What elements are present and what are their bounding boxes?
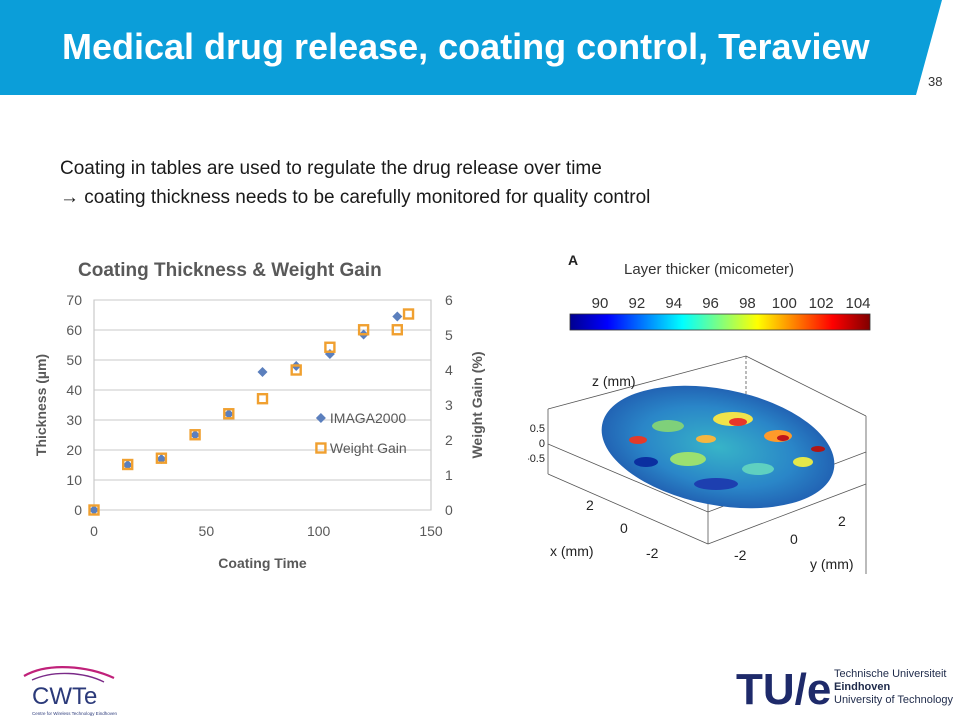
x-axis-label-3d: x (mm) (550, 543, 594, 559)
y-tick-label: 10 (66, 472, 82, 488)
thickness-map-figure: A Layer thicker (micometer) 90 92 94 96 98 10… (526, 244, 890, 584)
y-tick: -2 (734, 547, 747, 563)
y2-tick-label: 3 (445, 397, 453, 413)
tue-line-3: University of Technology (834, 694, 954, 706)
body-line-2: → coating thickness needs to be carefull… (60, 187, 651, 208)
chart-legend: IMAGA2000 Weight Gain (315, 410, 407, 456)
colorbar-tick-label: 104 (845, 295, 870, 312)
z-tick: 0.5 (530, 423, 545, 435)
tue-wordmark: Technische Universiteit Eindhoven Univer… (834, 668, 953, 707)
tue-mark: TU/e (736, 665, 831, 710)
y-tick: 2 (838, 513, 846, 529)
imaga-point (122, 460, 133, 470)
y2-tick-label: 0 (445, 502, 453, 518)
y-tick-label: 30 (66, 412, 82, 428)
slide-title: Medical drug release, coating control, T… (62, 26, 870, 67)
legend-marker-weight (315, 442, 327, 454)
thickness-disk (601, 385, 835, 509)
x-tick: 0 (620, 520, 628, 536)
x-tick-label: 100 (307, 523, 331, 539)
weight-gain-point (256, 392, 269, 405)
body-line-1: Coating in tables are used to regulate t… (60, 158, 602, 179)
y2-tick-label: 1 (445, 467, 453, 483)
weight-gain-point (189, 429, 201, 441)
y2-tick-label: 4 (445, 362, 453, 378)
imaga-point (190, 430, 201, 440)
y2-axis-label: Weight Gain (%) (469, 351, 485, 458)
y2-tick-label: 2 (445, 432, 453, 448)
imaga-point (223, 409, 234, 419)
colorbar-tick-label: 98 (739, 295, 756, 312)
tue-line-2: Eindhoven (834, 681, 891, 693)
colorbar-tick-label: 90 (592, 295, 609, 312)
x-tick-label: 50 (199, 523, 215, 539)
y-tick-label: 70 (66, 292, 82, 308)
thickness-map-svg: A Layer thicker (micometer) 90 92 94 96 98 10… (526, 252, 871, 574)
colorbar-tick-label: 92 (629, 295, 646, 312)
colorbar-title: Layer thicker (micometer) (624, 261, 794, 278)
gridlines (94, 299, 431, 511)
weight-gain-point (121, 458, 134, 471)
x-tick-label: 0 (90, 523, 98, 539)
legend-marker-imaga (315, 413, 326, 423)
colorbar (569, 313, 871, 331)
y2-tick-label: 5 (445, 327, 453, 343)
y-tick-label: 20 (66, 442, 82, 458)
weight-gain-point (223, 408, 235, 420)
weight-gain-point (357, 324, 370, 336)
tue-logo: TU/e (736, 665, 831, 710)
x-ticks-3d: 2 0 -2 (586, 497, 659, 561)
colorbar-tick-label: 100 (772, 295, 797, 312)
imaga-point (89, 505, 99, 515)
cwte-logo: CWTe Centre for Wireless Technology Eind… (23, 666, 117, 716)
colorbar-tick-label: 96 (702, 295, 719, 312)
weight-gain-point (88, 504, 100, 516)
panel-letter: A (568, 252, 578, 268)
y-axis-label-3d: y (mm) (810, 556, 854, 572)
x-tick: -2 (646, 545, 659, 561)
x-tick: 2 (586, 497, 594, 513)
imaga-point (257, 367, 268, 377)
cwte-tagline: Centre for Wireless Technology Eindhoven (32, 711, 117, 716)
weight-gain-point (391, 324, 403, 336)
z-tick: -0.5 (528, 453, 545, 465)
x-tick-label: 150 (419, 523, 443, 539)
colorbar-tick-label: 94 (665, 295, 682, 312)
imaga-point (392, 311, 403, 322)
colorbar-ticks: 90 92 94 96 98 100 102 104 (592, 295, 871, 312)
tue-line-1: Technische Universiteit (834, 668, 947, 680)
coating-chart: Coating Thickness & Weight Gain 0 10 20 30 4… (30, 248, 490, 578)
plot-box (547, 355, 867, 574)
y-tick-label: 0 (74, 502, 82, 518)
weight-gain-point (402, 308, 415, 320)
y2-tick-label: 6 (445, 292, 453, 308)
weight-gain-point (324, 341, 336, 353)
z-tick: 0 (539, 438, 545, 450)
title-banner (0, 0, 942, 95)
y-ticks-3d: 2 0 -2 (734, 513, 846, 563)
y-tick-label: 60 (66, 322, 82, 338)
legend-label-imaga: IMAGA2000 (330, 410, 406, 426)
colorbar-tick-label: 102 (809, 295, 834, 312)
weight-gain-point (290, 364, 302, 376)
plot-area (93, 299, 432, 511)
z-axis-label: z (mm) (592, 373, 636, 389)
slide-body: Coating in tables are used to regulate t… (60, 154, 650, 212)
z-ticks: 0.5 0 -0.5 (526, 423, 545, 465)
page-number: 38 (928, 74, 943, 89)
x-axis-label: Coating Time (218, 555, 307, 571)
weight-gain-point (155, 452, 168, 464)
chart-title: Coating Thickness & Weight Gain (78, 260, 382, 281)
y-tick-label: 40 (66, 382, 82, 398)
y-axis-label: Thickness (µm) (33, 354, 49, 456)
legend-label-weight: Weight Gain (330, 440, 407, 456)
y-tick-label: 50 (66, 352, 82, 368)
cwte-name: CWTe (32, 683, 97, 710)
data-points (88, 308, 415, 516)
coating-chart-svg: Coating Thickness & Weight Gain 01020304… (33, 260, 485, 571)
y-tick: 0 (790, 531, 798, 547)
